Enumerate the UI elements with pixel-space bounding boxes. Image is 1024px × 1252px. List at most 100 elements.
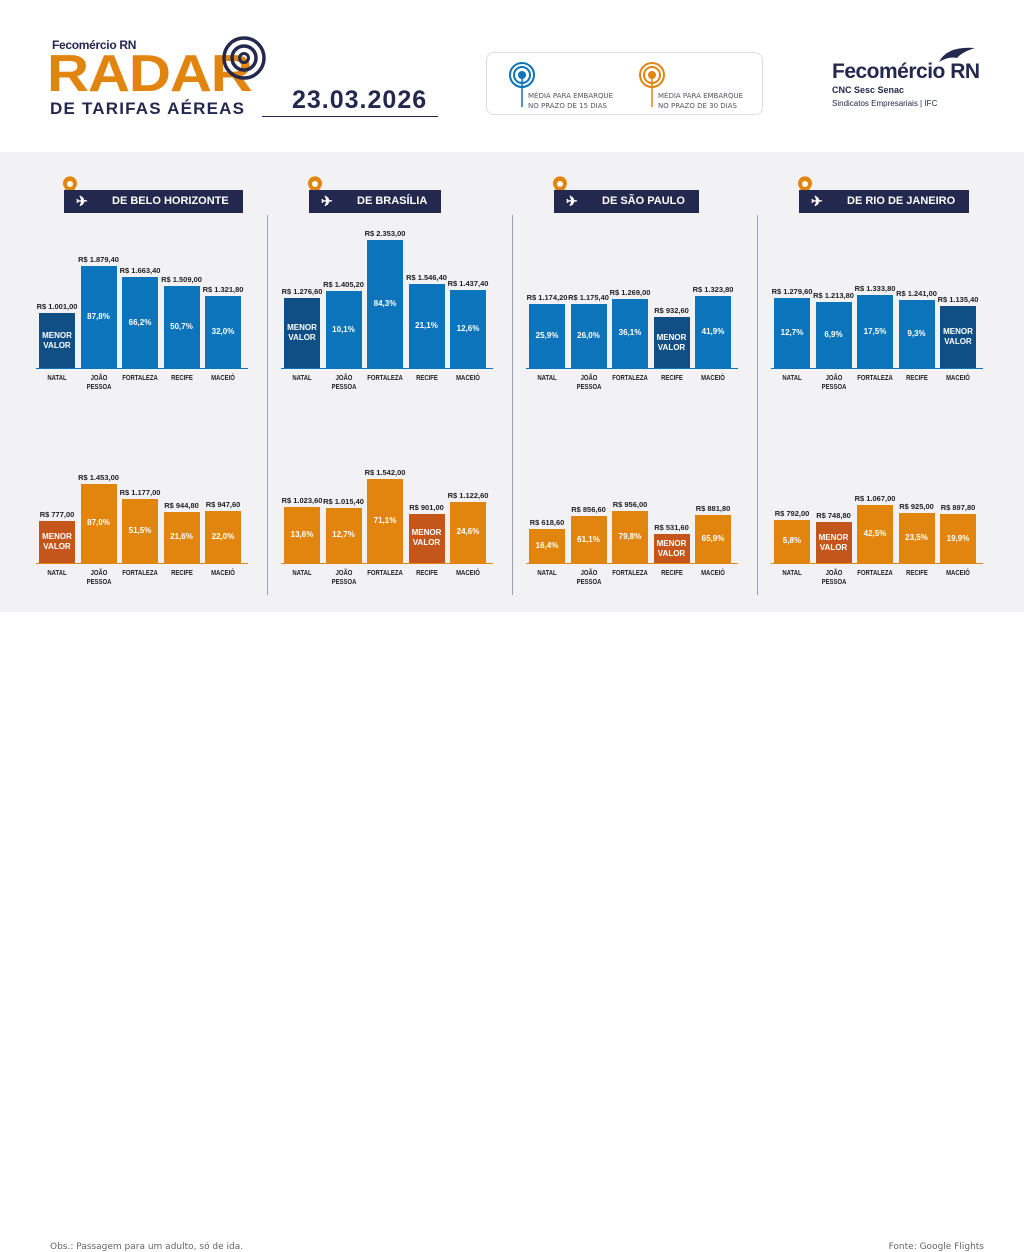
chart-baseline xyxy=(36,368,248,369)
city-label: NATAL xyxy=(782,570,802,577)
city-label: FORTALEZA xyxy=(367,570,403,577)
percent-label: 71,1% xyxy=(373,515,397,525)
city-label: NATAL xyxy=(537,570,557,577)
bar-15-days: MENOR VALOR xyxy=(940,306,976,368)
lowest-value-label: MENOR VALOR xyxy=(656,332,687,352)
bar-15-days: MENOR VALOR xyxy=(39,313,75,368)
chart-baseline xyxy=(771,563,983,564)
city-label: RECIFE xyxy=(660,570,683,577)
percent-label: 32,0% xyxy=(211,326,235,336)
bar-30-days: 21,6% xyxy=(163,511,200,563)
bar-30-days: 71,1% xyxy=(367,478,403,563)
city-label: RECIFE xyxy=(905,375,928,382)
radar-subtitle: DE TARIFAS AÉREAS xyxy=(50,99,246,118)
percent-label: 21,1% xyxy=(415,320,438,330)
city-label: JOÃO PESSOA xyxy=(331,570,356,586)
price-label: R$ 1.067,00 xyxy=(854,493,896,503)
panel-2: ✈ DE SÃO PAULO 25,9% R$ 1.174,20 NATAL 26,0% R… xyxy=(512,152,765,612)
percent-label: 42,5% xyxy=(863,528,887,538)
percent-label: 24,6% xyxy=(456,527,480,537)
chart-baseline xyxy=(281,563,493,564)
source: Fonte: Google Flights xyxy=(888,1242,984,1252)
header: Fecomércio RN RADAR DE TARIFAS AÉREAS 23… xyxy=(0,0,1024,152)
bar-30-days: 5,8% xyxy=(774,519,810,563)
logo-tagline: Sindicatos Empresariais | IFC xyxy=(832,99,938,108)
bar-15-days: 6,9% xyxy=(815,301,852,368)
bar-30-days: MENOR VALOR xyxy=(653,534,690,563)
price-label: R$ 1.453,00 xyxy=(78,472,119,482)
bar-30-days: MENOR VALOR xyxy=(408,513,445,563)
origin-badge: ✈ DE BELO HORIZONTE xyxy=(64,190,243,213)
percent-label: 23,5% xyxy=(905,532,928,542)
bar-15-days: 84,3% xyxy=(367,239,403,368)
percent-label: 26,0% xyxy=(577,330,600,340)
city-label: FORTALEZA xyxy=(612,375,648,382)
origin-title: DE RIO DE JANEIRO xyxy=(847,195,956,207)
city-label: FORTALEZA xyxy=(857,570,893,577)
bar-30-days: 12,7% xyxy=(325,507,362,563)
price-label: R$ 1.269,00 xyxy=(609,287,651,297)
origin-badge: ✈ DE RIO DE JANEIRO xyxy=(799,190,970,213)
city-label: MACEIÓ xyxy=(211,570,235,577)
origin-badge: ✈ DE SÃO PAULO xyxy=(554,190,699,213)
bar-15-days: MENOR VALOR xyxy=(653,317,690,368)
city-label: MACEIÓ xyxy=(701,570,725,577)
price-label: R$ 947,60 xyxy=(205,500,241,510)
radar-rings-icon xyxy=(222,36,266,80)
price-label: R$ 956,00 xyxy=(612,499,648,509)
price-label: R$ 1.546,40 xyxy=(406,272,447,282)
panel-1: ✈ DE BRASÍLIA MENOR VALOR R$ 1.276,60 NATAL 1… xyxy=(267,152,520,612)
price-label: R$ 1.279,60 xyxy=(771,287,813,297)
percent-label: 84,3% xyxy=(373,298,397,308)
price-label: R$ 1.509,00 xyxy=(161,274,202,284)
percent-label: 6,9% xyxy=(824,329,843,339)
city-label: NATAL xyxy=(47,570,67,577)
percent-label: 19,9% xyxy=(946,533,970,543)
location-pin-icon xyxy=(552,176,568,202)
city-label: JOÃO PESSOA xyxy=(331,375,356,391)
bar-30-days: 79,8% xyxy=(612,510,648,563)
percent-label: 12,7% xyxy=(332,530,355,540)
percent-label: 12,6% xyxy=(456,323,480,333)
bar-30-days: 65,9% xyxy=(695,514,731,563)
chart-baseline xyxy=(526,563,738,564)
price-label: R$ 1.001,00 xyxy=(36,302,78,312)
panel-divider xyxy=(757,215,758,595)
city-label: JOÃO PESSOA xyxy=(821,375,846,391)
chart-baseline xyxy=(771,368,983,369)
city-label: RECIFE xyxy=(170,570,193,577)
bar-30-days: 23,5% xyxy=(898,512,935,563)
lowest-value-label: MENOR VALOR xyxy=(287,323,317,343)
price-label: R$ 1.175,40 xyxy=(568,292,609,302)
price-label: R$ 2.353,00 xyxy=(364,228,406,238)
price-label: R$ 1.323,80 xyxy=(692,284,734,294)
price-label: R$ 1.321,80 xyxy=(202,284,244,294)
report-date: 23.03.2026 xyxy=(292,86,428,114)
airplane-icon: ✈ xyxy=(76,193,88,209)
origin-badge: ✈ DE BRASÍLIA xyxy=(309,190,442,213)
logo-sub: CNC Sesc Senac xyxy=(832,85,905,95)
bar-30-days: 13,6% xyxy=(284,507,320,563)
city-label: NATAL xyxy=(47,375,67,382)
price-label: R$ 1.333,80 xyxy=(854,284,896,294)
percent-label: 36,1% xyxy=(618,328,642,338)
bar-15-days: MENOR VALOR xyxy=(284,298,320,368)
chart-baseline xyxy=(526,368,738,369)
origin-title: DE SÃO PAULO xyxy=(602,195,685,207)
bar-15-days: 9,3% xyxy=(898,300,935,368)
price-label: R$ 748,80 xyxy=(816,511,851,521)
legend-label: MÉDIA PARA EMBARQUE NO PRAZO DE 15 DIAS xyxy=(528,92,614,110)
city-label: RECIFE xyxy=(905,570,928,577)
percent-label: 16,4% xyxy=(535,541,559,551)
bar-15-days: 25,9% xyxy=(529,304,565,368)
bar-30-days: 19,9% xyxy=(940,514,976,563)
price-label: R$ 618,60 xyxy=(529,518,565,528)
bar-30-days: MENOR VALOR xyxy=(815,522,852,563)
price-label: R$ 1.122,60 xyxy=(447,490,489,500)
price-label: R$ 1.241,00 xyxy=(896,289,937,299)
percent-label: 5,8% xyxy=(782,536,802,546)
chart-baseline xyxy=(36,563,248,564)
legend-label: MÉDIA PARA EMBARQUE NO PRAZO DE 30 DIAS xyxy=(658,92,744,110)
bar-30-days: 87,0% xyxy=(80,483,117,563)
city-label: FORTALEZA xyxy=(367,375,403,382)
